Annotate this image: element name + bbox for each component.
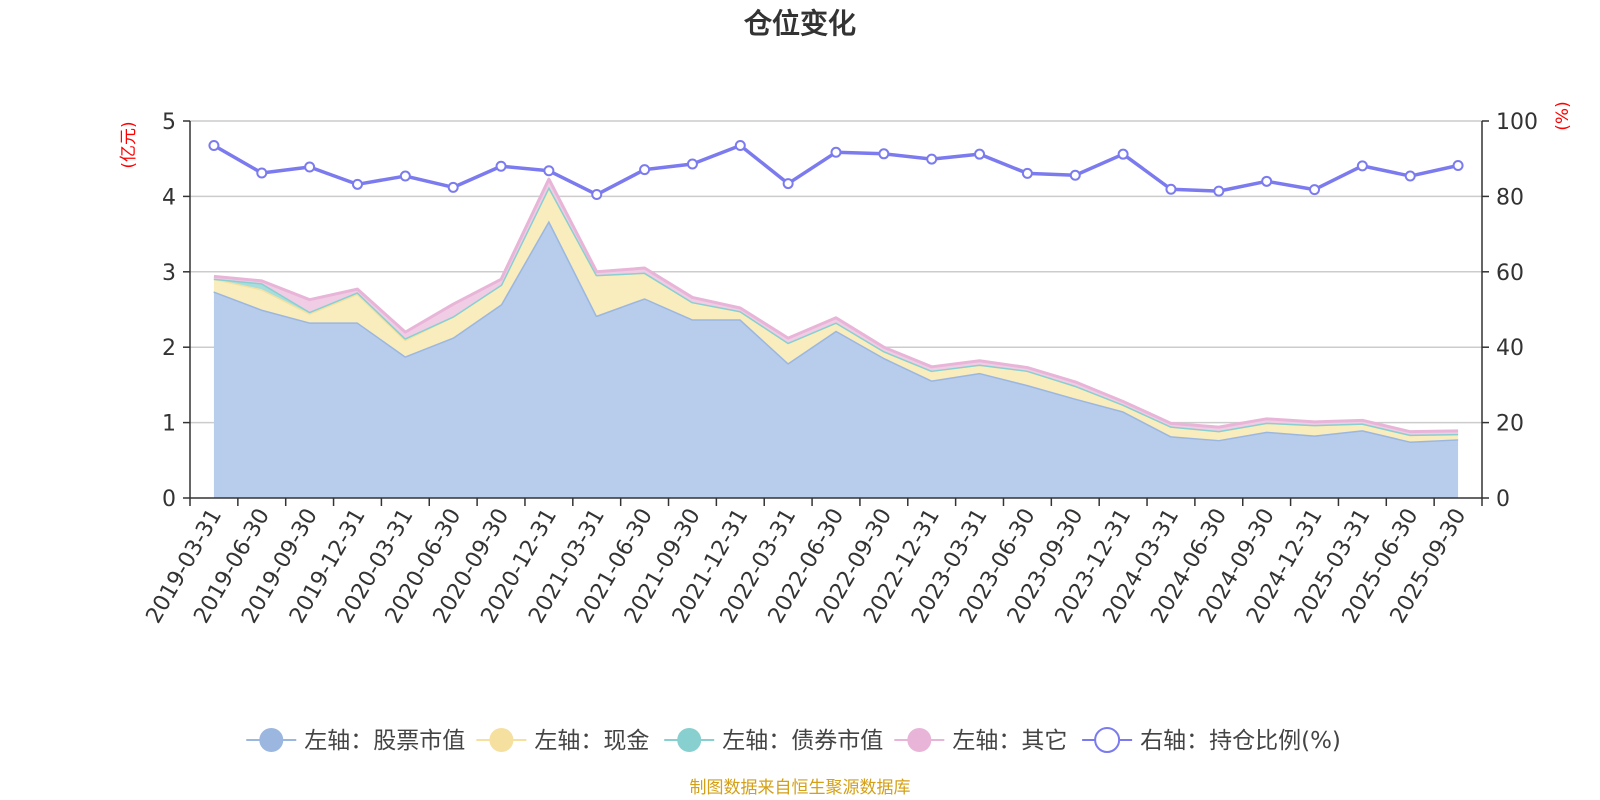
left-axis-tick-label: 0 bbox=[162, 487, 176, 512]
holding-ratio-point bbox=[543, 165, 555, 177]
area-series-1 bbox=[213, 220, 1459, 498]
legend-item: 左轴：股票市值 bbox=[246, 728, 465, 754]
holding-ratio-point bbox=[639, 164, 651, 176]
legend-item: 左轴：现金 bbox=[476, 728, 649, 754]
holding-ratio-point bbox=[1452, 159, 1464, 171]
holding-ratio-point bbox=[256, 167, 268, 179]
area-series-4 bbox=[213, 179, 1459, 435]
left-axis-tick-label: 3 bbox=[162, 261, 176, 286]
holding-ratio-point bbox=[1117, 148, 1129, 160]
legend-label: 左轴：债券市值 bbox=[722, 728, 883, 754]
legend-item: 左轴：其它 bbox=[894, 728, 1067, 754]
legend-label: 左轴：股票市值 bbox=[304, 728, 465, 754]
holding-ratio-point bbox=[830, 146, 842, 158]
left-axis-tick-label: 5 bbox=[162, 110, 176, 135]
left-axis-tick-label: 1 bbox=[162, 412, 176, 437]
right-axis-tick-label: 20 bbox=[1496, 412, 1524, 437]
area-series-2 bbox=[213, 186, 1459, 442]
holding-ratio-point bbox=[1261, 175, 1273, 187]
holding-ratio-point bbox=[591, 189, 603, 201]
holding-ratio-point bbox=[1309, 184, 1321, 196]
holding-ratio-point bbox=[399, 170, 411, 182]
holding-ratio-point bbox=[351, 178, 363, 190]
chart-title: 仓位变化 bbox=[744, 7, 856, 40]
legend-item: 左轴：债券市值 bbox=[664, 728, 883, 754]
holding-ratio-point bbox=[1213, 185, 1225, 197]
area-layer bbox=[213, 177, 1459, 498]
holding-ratio-point bbox=[734, 140, 746, 152]
holding-ratio-point bbox=[926, 153, 938, 165]
right-axis-tick-label: 60 bbox=[1496, 261, 1524, 286]
legend-label: 左轴：现金 bbox=[534, 728, 649, 754]
left-axis-tick-label: 2 bbox=[162, 336, 176, 361]
legend-marker bbox=[677, 728, 702, 752]
holding-ratio-point bbox=[1165, 183, 1177, 195]
right-axis-tick-label: 0 bbox=[1496, 487, 1510, 512]
right-axis-tick-label: 40 bbox=[1496, 336, 1524, 361]
legend: 左轴：股票市值 左轴：现金 左轴：债券市值 左轴：其它 右轴：持仓比例(%) bbox=[246, 727, 1341, 754]
right-axis-unit: (%) bbox=[1553, 101, 1573, 130]
holding-ratio-point bbox=[1069, 169, 1081, 181]
holding-ratio-point bbox=[1356, 160, 1368, 172]
line-layer bbox=[208, 140, 1464, 201]
legend-item: 右轴：持仓比例(%) bbox=[1082, 727, 1341, 754]
legend-marker bbox=[907, 728, 932, 752]
legend-label: 右轴：持仓比例(%) bbox=[1140, 728, 1341, 754]
holding-ratio-point bbox=[447, 181, 459, 193]
holding-ratio-point bbox=[495, 160, 507, 172]
holding-ratio-point bbox=[304, 161, 316, 173]
holding-ratio-point bbox=[782, 178, 794, 190]
holding-ratio-point bbox=[208, 140, 220, 152]
legend-marker bbox=[489, 728, 514, 752]
holding-ratio-point bbox=[974, 148, 986, 160]
area-series-line-4 bbox=[213, 177, 1459, 434]
left-axis-unit: (亿元) bbox=[119, 121, 139, 168]
holding-ratio-point bbox=[686, 158, 698, 170]
legend-label: 左轴：其它 bbox=[952, 728, 1067, 754]
right-axis-tick-label: 100 bbox=[1496, 110, 1538, 135]
right-axis-tick-label: 80 bbox=[1496, 185, 1524, 210]
holding-ratio-point bbox=[878, 148, 890, 160]
legend-marker bbox=[1094, 727, 1121, 753]
left-axis-tick-label: 4 bbox=[162, 185, 176, 210]
holding-ratio-point bbox=[1021, 167, 1033, 179]
data-source-note: 制图数据来自恒生聚源数据库 bbox=[690, 778, 911, 798]
legend-marker bbox=[259, 728, 284, 752]
holding-ratio-point bbox=[1404, 170, 1416, 182]
